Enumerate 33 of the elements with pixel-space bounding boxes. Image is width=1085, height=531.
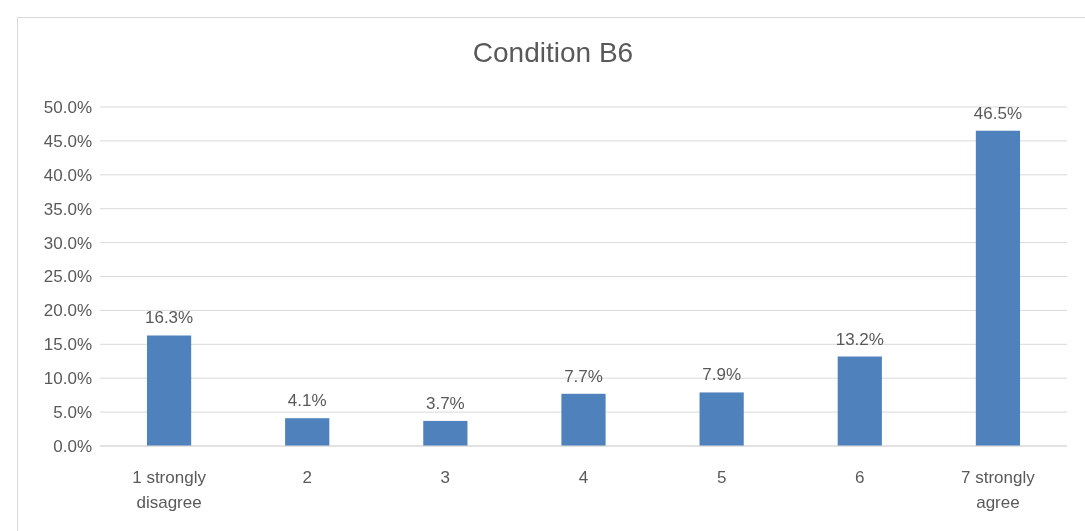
bar (561, 393, 606, 446)
data-label: 7.9% (702, 365, 742, 385)
x-tick-label: 7 strongly agree (961, 468, 1036, 512)
x-tick-label: 6 (855, 468, 865, 487)
bar (699, 392, 744, 446)
y-tick-label: 10.0% (43, 369, 92, 389)
data-label: 7.7% (564, 366, 603, 386)
y-tick-label: 40.0% (43, 165, 92, 185)
y-tick-label: 45.0% (43, 131, 92, 151)
x-tick-label: 2 (302, 468, 312, 487)
chart-title: Condition B6 (472, 37, 634, 68)
y-tick-label: 25.0% (43, 267, 92, 287)
bar (146, 335, 192, 446)
x-tick-label: 5 (716, 468, 727, 487)
data-label: 3.7% (425, 393, 465, 413)
y-tick-label: 15.0% (43, 335, 92, 355)
bar (975, 130, 1021, 446)
y-tick-label: 50.0% (43, 97, 92, 117)
y-tick-label: 20.0% (43, 301, 92, 321)
bar (285, 418, 330, 446)
bar (423, 420, 468, 446)
y-tick-label: 30.0% (43, 233, 92, 253)
bar (837, 356, 882, 446)
data-label: 16.3% (144, 308, 194, 328)
x-tick-label: 1 strongly disagree (132, 468, 207, 512)
data-label: 4.1% (287, 391, 327, 411)
y-tick-label: 5.0% (53, 403, 92, 423)
data-label: 13.2% (835, 329, 884, 349)
x-tick-label: 3 (440, 468, 451, 487)
y-tick-label: 35.0% (43, 199, 92, 219)
data-label: 46.5% (973, 103, 1023, 123)
x-tick-label: 4 (578, 468, 589, 487)
y-tick-label: 0.0% (53, 436, 92, 456)
